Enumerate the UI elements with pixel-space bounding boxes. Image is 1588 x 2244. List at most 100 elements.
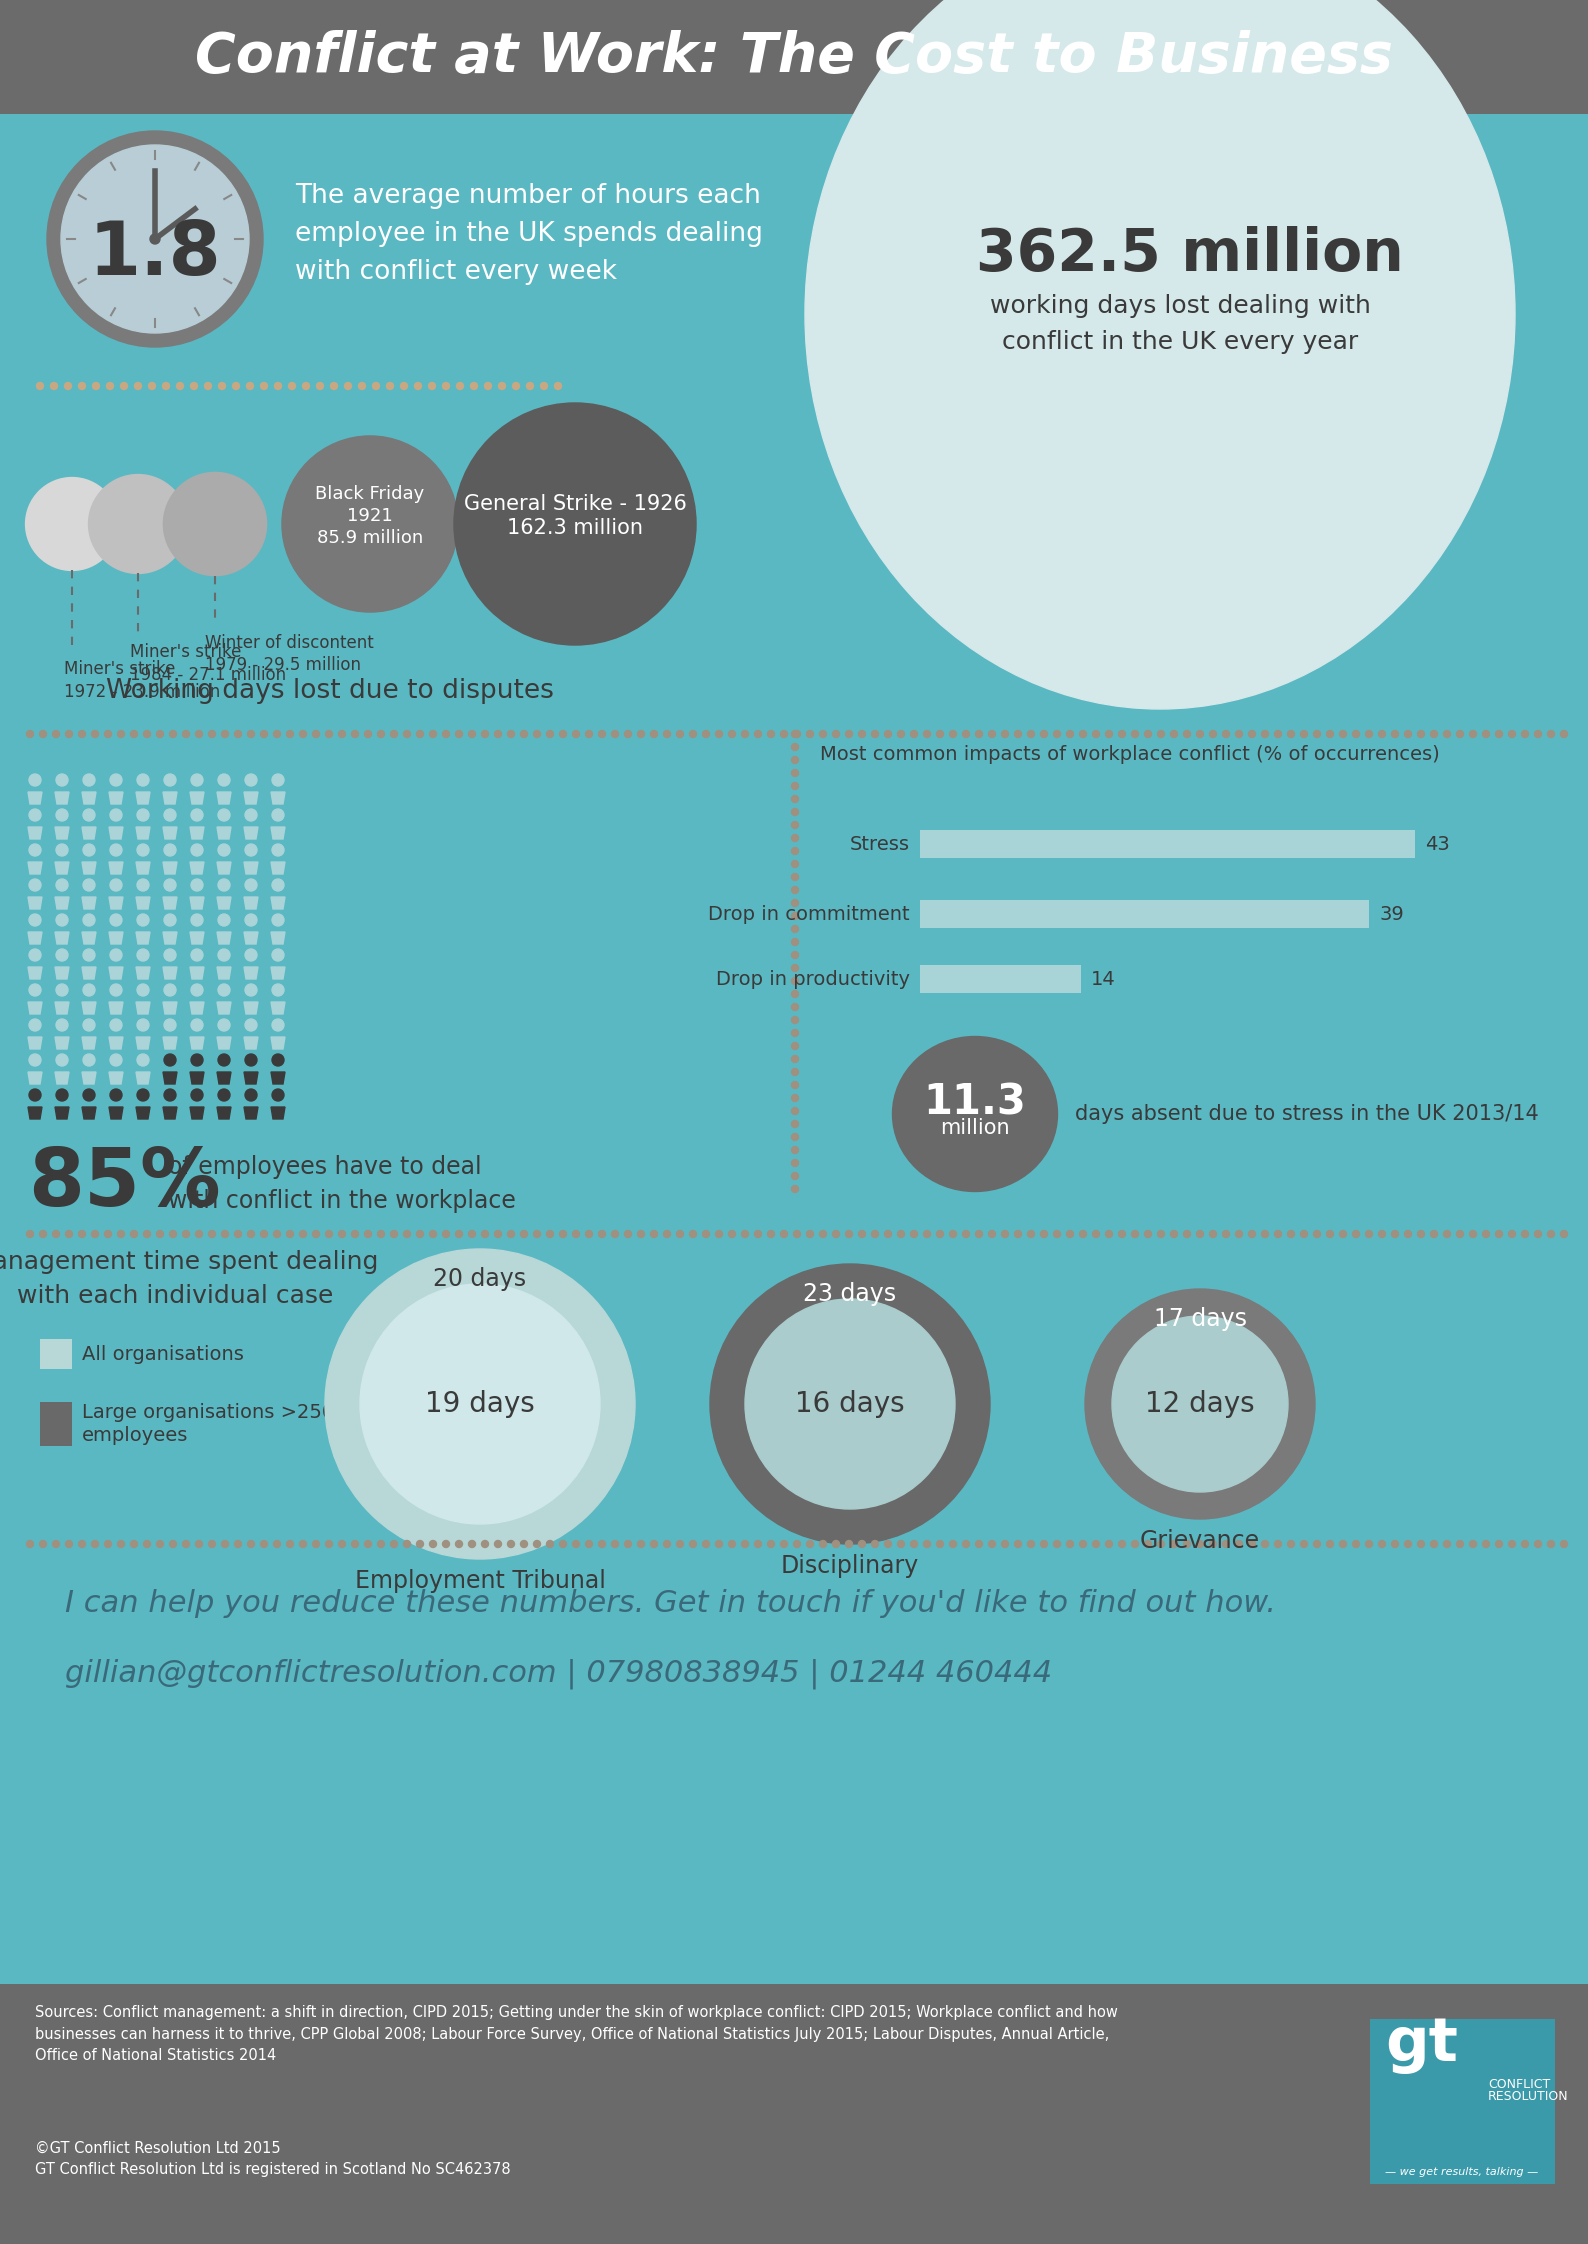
Circle shape xyxy=(924,1230,931,1236)
Text: RESOLUTION: RESOLUTION xyxy=(1488,2091,1569,2103)
Circle shape xyxy=(245,844,257,855)
Circle shape xyxy=(791,1185,799,1192)
Circle shape xyxy=(157,1230,164,1236)
Polygon shape xyxy=(245,1106,257,1120)
Circle shape xyxy=(988,1539,996,1548)
Polygon shape xyxy=(137,967,149,978)
Circle shape xyxy=(29,1088,41,1102)
Polygon shape xyxy=(137,1073,149,1084)
Polygon shape xyxy=(29,1037,41,1048)
Circle shape xyxy=(1378,732,1385,738)
Circle shape xyxy=(791,1068,799,1075)
Circle shape xyxy=(1456,732,1464,738)
Circle shape xyxy=(326,1250,635,1560)
Circle shape xyxy=(780,1230,788,1236)
Circle shape xyxy=(378,1230,384,1236)
Circle shape xyxy=(272,1088,284,1102)
Polygon shape xyxy=(164,1106,176,1120)
Circle shape xyxy=(260,732,267,738)
Circle shape xyxy=(218,880,230,891)
Circle shape xyxy=(508,1230,515,1236)
Circle shape xyxy=(1170,1539,1177,1548)
Circle shape xyxy=(586,732,592,738)
Circle shape xyxy=(534,1539,540,1548)
Circle shape xyxy=(1080,1539,1086,1548)
Circle shape xyxy=(191,1019,203,1030)
Polygon shape xyxy=(137,898,149,909)
Polygon shape xyxy=(164,967,176,978)
Circle shape xyxy=(1326,732,1334,738)
Circle shape xyxy=(872,732,878,738)
Text: Conflict at Work: The Cost to Business: Conflict at Work: The Cost to Business xyxy=(195,29,1393,83)
Polygon shape xyxy=(56,792,68,803)
Circle shape xyxy=(170,732,176,738)
Text: Working days lost due to disputes: Working days lost due to disputes xyxy=(106,678,554,705)
Circle shape xyxy=(29,774,41,785)
Polygon shape xyxy=(110,931,122,945)
Circle shape xyxy=(676,1230,683,1236)
Circle shape xyxy=(962,1230,970,1236)
Circle shape xyxy=(1210,1230,1216,1236)
Text: 11.3: 11.3 xyxy=(924,1082,1026,1122)
Circle shape xyxy=(1313,1230,1321,1236)
Circle shape xyxy=(110,985,122,996)
Circle shape xyxy=(651,1230,657,1236)
Polygon shape xyxy=(164,862,176,873)
Circle shape xyxy=(508,1539,515,1548)
Circle shape xyxy=(245,985,257,996)
Circle shape xyxy=(1301,1230,1307,1236)
Circle shape xyxy=(1547,732,1555,738)
Circle shape xyxy=(56,880,68,891)
Circle shape xyxy=(83,913,95,927)
Circle shape xyxy=(791,1017,799,1023)
Circle shape xyxy=(716,1539,723,1548)
Circle shape xyxy=(513,381,519,390)
Circle shape xyxy=(110,1019,122,1030)
Circle shape xyxy=(534,1230,540,1236)
Circle shape xyxy=(1248,1539,1256,1548)
Circle shape xyxy=(232,381,240,390)
Polygon shape xyxy=(29,862,41,873)
Circle shape xyxy=(716,1230,723,1236)
Circle shape xyxy=(1483,732,1490,738)
Circle shape xyxy=(313,1230,319,1236)
Polygon shape xyxy=(191,1003,203,1014)
FancyBboxPatch shape xyxy=(40,1402,71,1445)
Circle shape xyxy=(83,1019,95,1030)
Circle shape xyxy=(975,732,983,738)
Circle shape xyxy=(40,1230,46,1236)
Circle shape xyxy=(1040,1230,1048,1236)
Circle shape xyxy=(56,1055,68,1066)
Circle shape xyxy=(245,810,257,821)
Circle shape xyxy=(1145,1230,1151,1236)
Circle shape xyxy=(51,381,57,390)
Circle shape xyxy=(521,1230,527,1236)
Circle shape xyxy=(391,1539,397,1548)
Text: 20 days: 20 days xyxy=(434,1268,527,1290)
Circle shape xyxy=(191,913,203,927)
Circle shape xyxy=(273,732,281,738)
Circle shape xyxy=(191,844,203,855)
Circle shape xyxy=(273,1539,281,1548)
Circle shape xyxy=(378,1539,384,1548)
Circle shape xyxy=(25,478,119,570)
Circle shape xyxy=(105,1230,111,1236)
Circle shape xyxy=(137,985,149,996)
Circle shape xyxy=(403,1539,411,1548)
Circle shape xyxy=(1105,1230,1113,1236)
Circle shape xyxy=(29,913,41,927)
Circle shape xyxy=(443,1230,449,1236)
Circle shape xyxy=(1301,732,1307,738)
Polygon shape xyxy=(83,931,95,945)
Circle shape xyxy=(183,1230,189,1236)
Polygon shape xyxy=(245,967,257,978)
Circle shape xyxy=(1561,732,1567,738)
Circle shape xyxy=(534,732,540,738)
Circle shape xyxy=(273,1230,281,1236)
Circle shape xyxy=(573,1230,580,1236)
Circle shape xyxy=(767,1539,775,1548)
Circle shape xyxy=(651,1539,657,1548)
Circle shape xyxy=(429,1539,437,1548)
Circle shape xyxy=(791,808,799,815)
Polygon shape xyxy=(110,967,122,978)
